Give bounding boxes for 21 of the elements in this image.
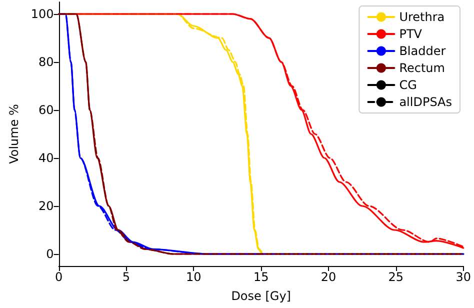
legend-label: Rectum [399, 61, 445, 75]
x-tick-label: 0 [54, 270, 63, 284]
y-tick-label: 80 [38, 55, 54, 69]
y-tick-label: 60 [38, 103, 54, 117]
y-tick-label: 40 [38, 151, 54, 165]
x-tick-label: 20 [320, 270, 336, 284]
y-axis-title: Volume % [7, 104, 21, 164]
x-tick-label: 5 [122, 270, 130, 284]
x-tick-label: 25 [388, 270, 404, 284]
x-tick-label: 15 [253, 270, 269, 284]
x-tick-label: 10 [186, 270, 202, 284]
legend-label: Bladder [399, 44, 446, 58]
x-axis-title: Dose [Gy] [231, 289, 291, 303]
legend-label: Urethra [399, 10, 445, 24]
y-tick-label: 20 [38, 199, 54, 213]
y-tick-label: 100 [30, 7, 54, 21]
y-tick-label: 0 [46, 247, 54, 261]
x-tick-label: 30 [456, 270, 472, 284]
legend-label: PTV [399, 27, 423, 41]
legend-label: CG [399, 78, 417, 92]
legend-label: allDPSAs [399, 95, 452, 109]
